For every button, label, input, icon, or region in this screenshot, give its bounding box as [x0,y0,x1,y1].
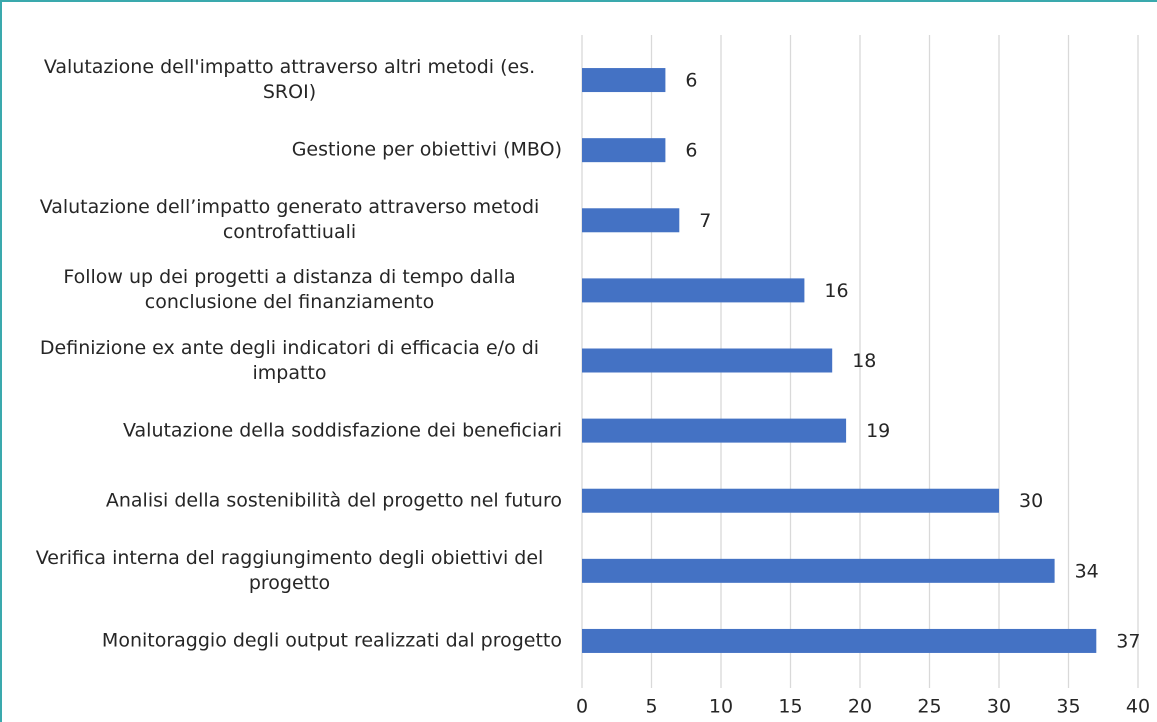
category-label: Valutazione dell'impatto attraverso altr… [43,56,536,104]
data-label: 34 [1075,560,1099,582]
bar [582,208,680,233]
category-label: Analisi della sostenibilità del progetto… [105,489,562,512]
data-label: 37 [1116,630,1140,652]
x-tick-label: 0 [576,696,588,718]
x-tick-label: 30 [987,696,1011,718]
x-tick-label: 35 [1056,696,1080,718]
category-label: Gestione per obiettivi (MBO) [291,138,562,161]
category-label: Definizione ex ante degli indicatori di … [39,336,540,384]
category-label-box: Gestione per obiettivi (MBO) [292,138,562,163]
x-tick-label: 40 [1126,696,1150,718]
category-label-box: Definizione ex ante degli indicatori di … [17,336,562,386]
data-label: 6 [685,70,697,92]
bar [582,68,666,93]
category-label: Follow up dei progetti a distanza di tem… [63,266,516,314]
data-label: 7 [699,210,711,232]
data-label: 19 [866,420,890,442]
x-tick-label: 10 [709,696,733,718]
bar [582,628,1097,653]
x-tick-label: 15 [778,696,802,718]
category-label: Verifica interna del raggiungimento degl… [35,546,544,594]
bar [582,558,1055,583]
bar [582,278,805,303]
x-tick-label: 25 [917,696,941,718]
x-tick-label: 20 [848,696,872,718]
category-label: Valutazione dell’impatto generato attrav… [39,196,540,244]
bar [582,418,847,443]
category-label-box: Valutazione della soddisfazione dei bene… [123,418,562,443]
category-label-box: Analisi della sostenibilità del progetto… [106,488,562,513]
bar [582,488,999,513]
category-label-box: Verifica interna del raggiungimento degl… [17,546,562,596]
data-label: 30 [1019,490,1043,512]
data-label: 18 [852,350,876,372]
category-label: Valutazione della soddisfazione dei bene… [123,419,562,442]
bar [582,348,833,373]
category-label: Monitoraggio degli output realizzati dal… [101,629,562,652]
category-label-box: Valutazione dell'impatto attraverso altr… [17,55,562,105]
data-label: 16 [824,280,848,302]
data-label: 6 [685,140,697,162]
bar [582,138,666,163]
category-label-box: Monitoraggio degli output realizzati dal… [102,628,562,653]
category-label-box: Follow up dei progetti a distanza di tem… [17,265,562,315]
category-label-box: Valutazione dell’impatto generato attrav… [17,195,562,245]
x-tick-label: 5 [645,696,657,718]
